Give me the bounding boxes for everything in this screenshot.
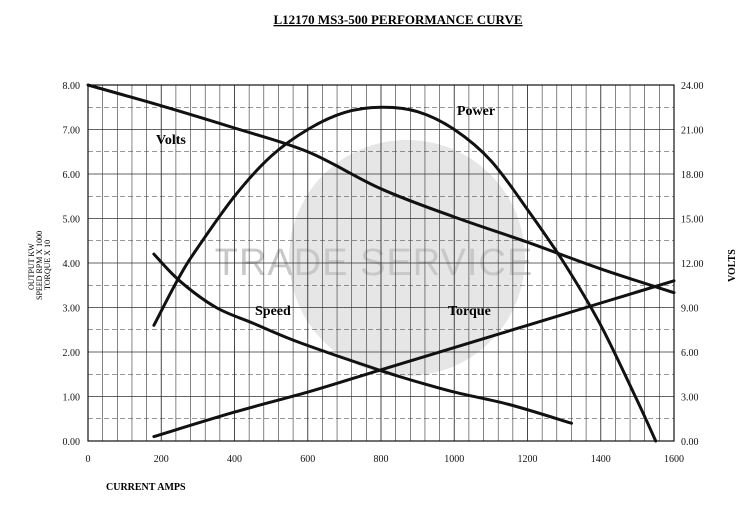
x-tick-label: 200	[154, 454, 169, 465]
x-tick-label: 1200	[518, 454, 538, 465]
series-label-torque: Torque	[448, 304, 491, 319]
y-right-tick-label: 3.00	[681, 393, 699, 404]
y-left-tick-label: 5.00	[63, 215, 81, 226]
left-axis-label-line2: SPEED RPM X 1000	[35, 231, 44, 300]
y-left-tick-label: 3.00	[63, 304, 81, 315]
x-tick-label: 1600	[664, 454, 684, 465]
series-lines	[86, 83, 676, 443]
x-tick-label: 600	[300, 454, 315, 465]
y-left-tick-label: 1.00	[63, 393, 81, 404]
y-right-tick-label: 12.00	[681, 259, 704, 270]
watermark: TRADE SERVICE	[215, 140, 532, 376]
y-right-tick-label: 0.00	[681, 437, 699, 448]
x-axis-label: CURRENT AMPS	[106, 482, 186, 493]
y-left-tick-label: 0.00	[63, 437, 81, 448]
y-left-tick-label: 2.00	[63, 348, 81, 359]
x-tick-label: 400	[227, 454, 242, 465]
x-tick-label: 1000	[444, 454, 464, 465]
y-left-tick-label: 6.00	[63, 170, 81, 181]
series-line-speed	[152, 252, 573, 425]
y-right-tick-label: 6.00	[681, 348, 699, 359]
series-line-torque	[152, 279, 676, 439]
y-left-tick-label: 4.00	[63, 259, 81, 270]
left-axis-label-line3: TORQUE X 10	[43, 240, 52, 290]
y-left-tick-label: 7.00	[63, 126, 81, 137]
plot-frame	[87, 84, 675, 442]
y-right-tick-label: 24.00	[681, 81, 704, 92]
right-axis-label: VOLTS	[727, 249, 738, 282]
y-right-tick-label: 21.00	[681, 126, 704, 137]
y-right-tick-label: 18.00	[681, 170, 704, 181]
x-tick-label: 1400	[591, 454, 611, 465]
series-label-speed: Speed	[255, 304, 291, 319]
left-axis-label: OUTPUT KW SPEED RPM X 1000 TORQUE X 10	[27, 231, 52, 300]
series-line-volts	[86, 83, 676, 295]
watermark-circle	[289, 140, 525, 376]
y-right-tick-label: 9.00	[681, 304, 699, 315]
x-tick-label: 800	[374, 454, 389, 465]
axes: 0 200 400 600 800 1000 1200 1400 1600 0.00 1.00 2.0…	[63, 81, 704, 465]
x-tick-label: 0	[86, 454, 91, 465]
y-left-tick-label: 8.00	[63, 81, 81, 92]
grid	[88, 85, 674, 441]
series-label-power: Power	[457, 104, 495, 119]
chart-title: L12170 MS3-500 PERFORMANCE CURVE	[273, 12, 522, 27]
y-right-tick-label: 15.00	[681, 215, 704, 226]
series-label-volts: Volts	[156, 133, 186, 148]
left-axis-label-line1: OUTPUT KW	[27, 243, 36, 290]
